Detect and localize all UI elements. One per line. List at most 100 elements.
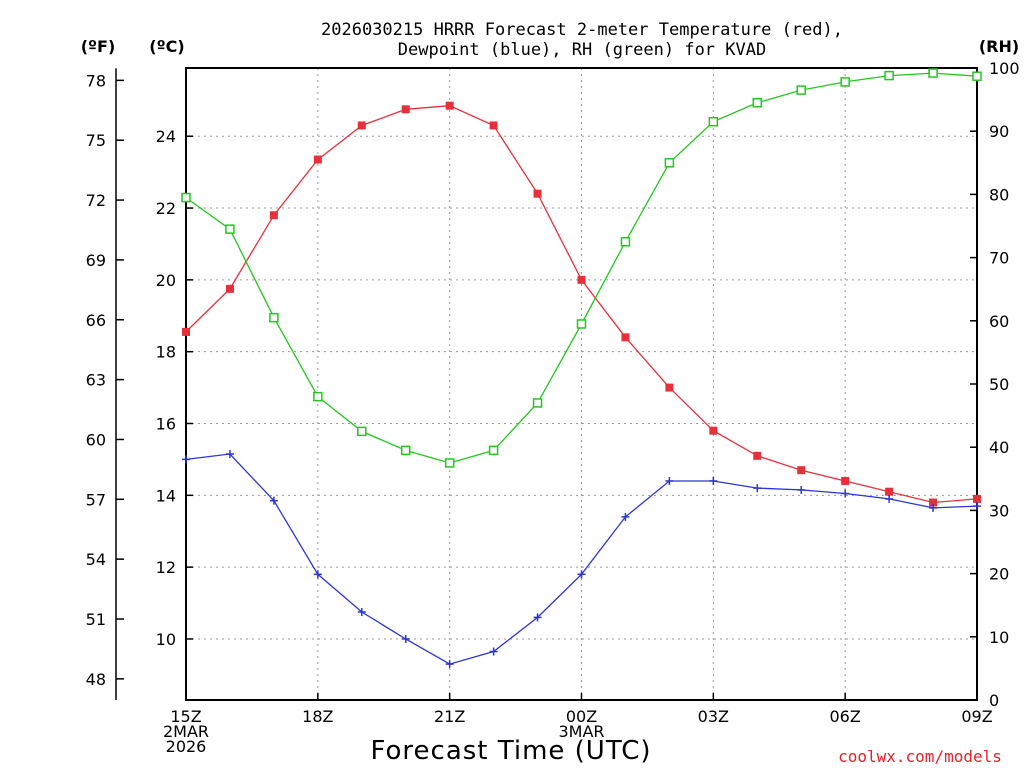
- celsius-tick-label: 10: [156, 630, 176, 649]
- x-tick-label: 03Z: [698, 707, 729, 726]
- tick-labels: 10 12 14 16 18 20 22 24 48 51 54 57 60 63 66 69 72 75 78 0 1…: [86, 59, 1020, 756]
- dewpoint-point: [269, 496, 278, 505]
- x-tick-label: 18Z: [302, 707, 333, 726]
- dewpoint-point: [709, 476, 718, 485]
- fahrenheit-tick-label: 75: [86, 131, 106, 150]
- rh-point: [532, 398, 543, 408]
- celsius-tick-label: 18: [156, 343, 176, 362]
- grid-lines: [186, 68, 977, 700]
- dewpoint-point: [401, 634, 410, 643]
- dewpoint-point: [313, 570, 322, 579]
- fahrenheit-tick-label: 78: [86, 71, 106, 90]
- dewpoint-point: [577, 570, 586, 579]
- dewpoint-point: [357, 608, 366, 617]
- rh-point: [928, 68, 938, 78]
- fahrenheit-tick-label: 63: [86, 371, 106, 390]
- temperature-point: [269, 211, 278, 220]
- dewpoint-point: [225, 450, 234, 459]
- temperature-point: [313, 155, 322, 164]
- series-temperature: [182, 101, 981, 507]
- temperature-point: [621, 333, 630, 342]
- x-tick-label: 21Z: [434, 707, 465, 726]
- x-tick-label: 2MAR: [163, 722, 209, 741]
- rh-tick-label: 30: [989, 501, 1009, 520]
- rh-tick-label: 80: [989, 185, 1009, 204]
- rh-point: [357, 426, 367, 437]
- temperature-point: [929, 498, 938, 507]
- dewpoint-point: [885, 494, 894, 503]
- x-tick-label: 2026: [166, 737, 207, 756]
- temperature-point: [709, 426, 718, 435]
- temperature-point: [885, 487, 894, 496]
- rh-tick-label: 50: [989, 375, 1009, 394]
- rh-point: [576, 319, 587, 329]
- rh-point: [620, 237, 631, 247]
- rh-point: [884, 70, 894, 81]
- temperature-point: [182, 327, 190, 336]
- celsius-tick-label: 14: [156, 486, 176, 505]
- rh-tick-label: 20: [989, 565, 1009, 584]
- rh-point: [225, 224, 235, 234]
- fahrenheit-unit-label: (ºF): [81, 37, 116, 56]
- temperature-point: [401, 105, 410, 114]
- rh-point: [972, 71, 982, 81]
- dewpoint-point: [489, 647, 498, 656]
- dewpoint-point: [182, 455, 190, 464]
- temperature-point: [445, 101, 454, 110]
- rh-point: [444, 458, 455, 468]
- data-series: [181, 68, 982, 669]
- x-axis-label: Forecast Time (UTC): [370, 736, 651, 766]
- rh-point: [400, 445, 411, 456]
- fahrenheit-tick-label: 66: [86, 311, 106, 330]
- celsius-tick-label: 22: [156, 199, 176, 218]
- dewpoint-point: [973, 502, 981, 511]
- rh-tick-label: 60: [989, 312, 1009, 331]
- celsius-tick-label: 16: [156, 415, 176, 434]
- fahrenheit-tick-label: 72: [86, 191, 106, 210]
- dewpoint-point: [445, 660, 454, 669]
- series-dewpoint: [182, 450, 981, 669]
- chart-title-line-2: Dewpoint (blue), RH (green) for KVAD: [398, 40, 766, 60]
- x-tick-label: 00Z: [566, 707, 597, 726]
- rh-point: [840, 77, 850, 87]
- temperature-point: [797, 466, 806, 475]
- dewpoint-point: [753, 484, 762, 493]
- rh-point: [488, 445, 499, 456]
- rh-tick-label: 90: [989, 122, 1009, 141]
- rh-point: [664, 158, 675, 168]
- temperature-point: [577, 275, 586, 284]
- celsius-tick-label: 20: [156, 271, 176, 290]
- rh-tick-label: 0: [989, 691, 999, 710]
- x-tick-label: 3MAR: [558, 722, 604, 741]
- dewpoint-point: [797, 485, 806, 494]
- rh-point: [796, 85, 806, 95]
- celsius-tick-label: 12: [156, 558, 176, 577]
- rh-point: [181, 192, 191, 203]
- x-tick-label: 15Z: [170, 707, 201, 726]
- x-tick-label: 09Z: [961, 707, 992, 726]
- series-rh: [181, 68, 982, 468]
- fahrenheit-tick-label: 57: [86, 490, 106, 509]
- fahrenheit-tick-label: 69: [86, 251, 106, 270]
- temperature-point: [753, 451, 762, 460]
- rh-tick-label: 10: [989, 628, 1009, 647]
- chart-title-line-1: 2026030215 HRRR Forecast 2-meter Tempera…: [321, 20, 843, 40]
- rh-tick-label: 100: [989, 59, 1020, 78]
- x-tick-label: 06Z: [830, 707, 861, 726]
- temperature-point: [973, 494, 981, 503]
- plot-frame: [185, 67, 978, 701]
- fahrenheit-tick-label: 51: [86, 610, 106, 629]
- dewpoint-point: [533, 613, 542, 622]
- dewpoint-point: [929, 503, 938, 512]
- temperature-point: [357, 121, 366, 130]
- temperature-point: [225, 284, 234, 293]
- temperature-point: [841, 476, 850, 485]
- rh-tick-label: 70: [989, 249, 1009, 268]
- celsius-unit-label: (ºC): [149, 37, 184, 56]
- temperature-point: [533, 189, 542, 198]
- rh-point: [269, 312, 279, 323]
- rh-point: [752, 98, 763, 108]
- celsius-tick-label: 24: [156, 127, 176, 146]
- credit-text: coolwx.com/models: [838, 747, 1002, 766]
